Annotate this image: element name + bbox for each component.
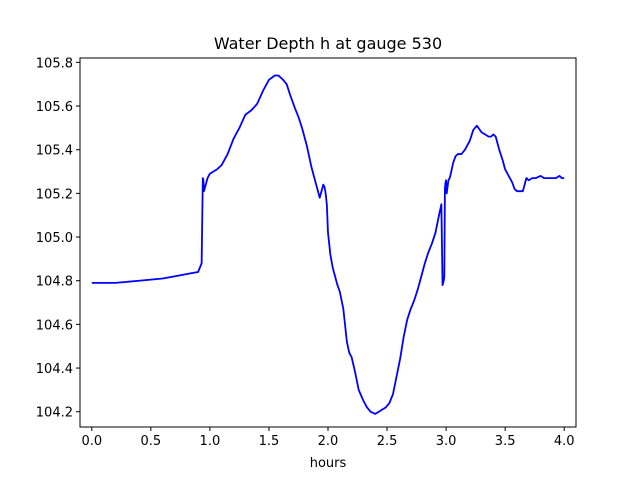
series-line <box>91 74 565 415</box>
y-tick-label: 105.6 <box>36 100 73 115</box>
y-tick-label: 104.6 <box>36 318 73 333</box>
x-tick-label: 4.0 <box>554 434 575 449</box>
chart-title: Water Depth h at gauge 530 <box>214 34 442 53</box>
y-tick-label: 105.0 <box>36 231 73 246</box>
x-axis: 0.0 0.5 1.0 1.5 2.0 2.5 3.0 3.5 4.0 <box>81 427 575 449</box>
y-tick-label: 104.2 <box>36 406 73 421</box>
x-axis-label: hours <box>310 456 347 471</box>
x-tick-label: 1.0 <box>200 434 221 449</box>
plot-background <box>80 58 576 427</box>
x-tick-label: 2.5 <box>377 434 398 449</box>
x-tick-label: 3.0 <box>436 434 457 449</box>
x-tick-label: 1.5 <box>259 434 280 449</box>
y-tick-label: 105.2 <box>36 187 73 202</box>
y-tick-label: 104.8 <box>36 275 73 290</box>
x-tick-label: 2.0 <box>318 434 339 449</box>
x-tick-label: 3.5 <box>495 434 516 449</box>
y-tick-label: 105.4 <box>36 144 73 159</box>
x-tick-label: 0.5 <box>141 434 162 449</box>
y-axis: 104.2 104.4 104.6 104.8 105.0 105.2 105.4 105.6… <box>36 56 80 421</box>
x-tick-label: 0.0 <box>81 434 102 449</box>
y-tick-label: 104.4 <box>36 362 73 377</box>
plot-area <box>79 57 577 428</box>
y-tick-label: 105.8 <box>36 56 73 71</box>
